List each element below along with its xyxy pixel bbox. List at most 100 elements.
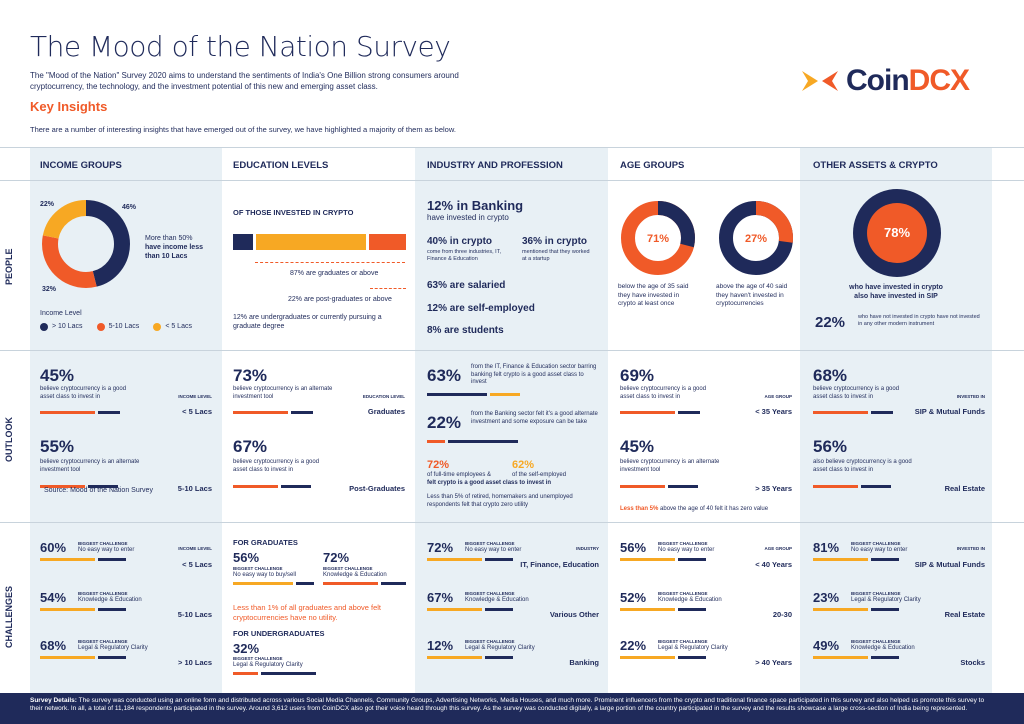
outlook-other-tag: INVESTED IN [956,394,985,399]
outlook-industry-63-sub: from the IT, Finance & Education sector … [471,364,597,385]
intro-text: The "Mood of the Nation" Survey 2020 aim… [30,71,459,91]
challenge-edu-32: 32% [233,641,260,656]
outlook-age-a: 69% [620,366,655,385]
outlook-income-b-sub: believe cryptocurrency is an alternate i… [40,459,140,473]
education-s2: 22% are post-graduates or above [288,296,392,303]
challenge-edu-note: Less than 1% of all graduates and above … [233,603,382,622]
challenge-other-text: Legal & Regulatory Clarity [851,597,921,603]
outlook-education-b: 67% [233,437,268,456]
industry-40-sub: come from three industries, IT, Finance … [427,249,501,262]
outlook-industry-22-sub: from the Banking sector felt it's a good… [471,411,598,425]
age-donut-27: 27% [719,201,793,275]
challenge-edu-72: 72% [323,550,350,565]
challenge-age-pct: 52% [620,590,647,605]
challenge-other-pct: 23% [813,590,840,605]
other-venn-chart: 78% [853,189,941,277]
challenge-income-pct: 60% [40,540,67,555]
outlook-industry-less: Less than 5% of retired, homemakers and … [427,494,573,508]
education-bars [233,234,406,250]
challenge-other-pct: 49% [813,638,840,653]
challenge-other-pct: 81% [813,540,840,555]
outlook-age-tag: AGE GROUP [764,394,792,399]
age-donut-27-label: 27% [745,233,767,245]
coindcx-logo: CoinDCX [800,64,970,98]
challenge-edu-72-sub: Knowledge & Education [323,572,387,578]
challenge-industry-label: Various Other [549,610,599,619]
challenge-age-tag: AGE GROUP [764,546,792,551]
education-s3: 12% are undergraduates or currently purs… [233,314,382,330]
sub-intro: There are a number of interesting insigh… [30,125,456,134]
income-32-label: 32% [42,286,57,293]
challenge-edu-56: 56% [233,550,260,565]
outlook-age-a-sub: believe cryptocurrency is a good asset c… [620,386,707,400]
outlook-other-b-sub: also believe cryptocurrency is a good as… [813,459,912,473]
challenge-industry-label: IT, Finance, Education [520,560,599,569]
challenge-age-text: No easy way to enter [658,547,715,553]
page-title: The Mood of the Nation Survey [30,30,451,63]
challenge-age-text: Knowledge & Education [658,597,722,603]
col-header-other: OTHER ASSETS & CRYPTO [813,160,938,171]
other-note: who have invested in crypto also have inv… [849,284,943,300]
industry-self-employed: 12% are self-employed [427,303,535,314]
industry-salaried: 63% are salaried [427,280,506,291]
other-venn-label: 78% [884,225,910,240]
challenge-income-text: No easy way to enter [78,547,135,553]
challenge-age-text: Legal & Regulatory Clarity [658,645,728,651]
age-note-1: below the age of 35 said they have inves… [618,283,689,307]
outlook-industry-63: 63% [427,366,462,385]
challenge-industry-pct: 12% [427,638,454,653]
outlook-education-b-sub: believe cryptocurrency is a good asset c… [233,459,320,473]
industry-students: 8% are students [427,325,504,336]
challenge-age-label: > 40 Years [755,658,792,667]
industry-36-sub: mentioned that they worked at a startup [522,249,590,262]
income-note: More than 50% have income less than 10 L… [145,235,203,260]
outlook-age-b-label: > 35 Years [755,484,792,493]
challenge-other-label: SIP & Mutual Funds [914,560,985,569]
outlook-industry-felt: felt crypto is a good asset class to inv… [427,480,552,486]
income-donut-segment [42,200,130,288]
education-s1: 87% are graduates or above [290,270,379,277]
outlook-age-b: 45% [620,437,655,456]
challenge-industry-text: No easy way to enter [465,547,522,553]
col-header-income: INCOME GROUPS [40,160,122,171]
challenge-other-label: Real Estate [944,610,985,619]
education-head: OF THOSE INVESTED IN CRYPTO [233,208,354,217]
challenge-edu-32-sub: Legal & Regulatory Clarity [233,662,303,668]
challenge-income-label: 5-10 Lacs [177,610,212,619]
challenge-other-label: Stocks [960,658,985,667]
challenge-income-label: > 10 Lacs [178,658,212,667]
age-donut-71-label: 71% [647,233,669,245]
challenge-age-label: < 40 Years [755,560,792,569]
outlook-other-b: 56% [813,437,848,456]
challenge-industry-tag: INDUSTRY [576,546,599,551]
outlook-income-b-label: 5-10 Lacs [177,484,212,493]
outlook-income-b: 55% [40,437,75,456]
challenge-income-label: < 5 Lacs [182,560,212,569]
challenge-industry-pct: 72% [427,540,454,555]
outlook-income-a: 45% [40,366,75,385]
industry-36: 36% in crypto [522,236,588,247]
challenge-income-pct: 54% [40,590,67,605]
logo-mark-icon [802,71,838,91]
outlook-industry-72-sub: of full-time employees & [427,472,492,478]
challenge-edu-graduates: FOR GRADUATES [233,538,298,547]
row-label-challenges: CHALLENGES [4,585,14,648]
industry-40: 40% in crypto [427,236,493,247]
col-header-industry: INDUSTRY AND PROFESSION [427,160,563,171]
outlook-source: Source: Mood of the Nation Survey [44,487,153,494]
survey-details-footer: Survey Details: The survey was conducted… [0,693,1024,724]
outlook-industry-22: 22% [427,413,462,432]
challenge-income-text: Knowledge & Education [78,597,142,603]
challenge-age-pct: 22% [620,638,647,653]
outlook-income-tag: INCOME LEVEL [178,394,212,399]
col-bg-industry [415,147,608,693]
outlook-other-a-sub: believe cryptocurrency is a good asset c… [813,386,900,400]
col-header-age: AGE GROUPS [620,160,685,171]
age-donut-71: 71% [621,201,695,275]
challenge-industry-text: Knowledge & Education [465,597,529,603]
outlook-education-a: 73% [233,366,268,385]
income-legend-title: Income Level [40,310,82,317]
outlook-industry-62: 62% [512,459,535,471]
outlook-age-b-sub: believe cryptocurrency is an alternate i… [620,459,720,473]
outlook-industry-72: 72% [427,459,450,471]
